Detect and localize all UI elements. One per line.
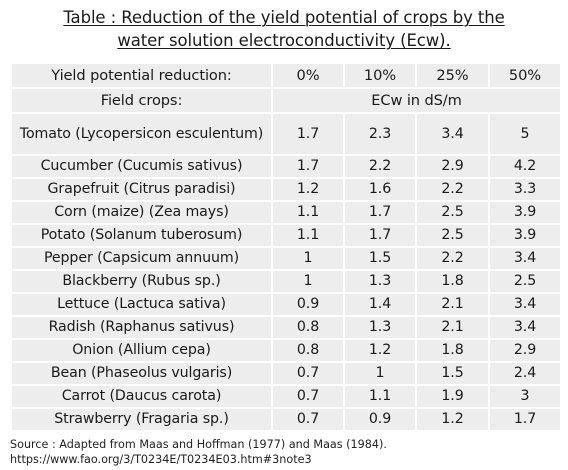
crop-name-cell: Lettuce (Lactuca sativa)	[10, 292, 273, 317]
value-25-percent-cell: 2.5	[415, 200, 490, 225]
value-50-percent-cell: 3.4	[488, 292, 562, 317]
table-row: Grapefruit (Citrus paradisi) 1.2 1.6 2.2 3.3	[10, 177, 562, 202]
value-10-percent-cell: 1.7	[343, 223, 417, 248]
table-row: Blackberry (Rubus sp.) 1 1.3 1.8 2.5	[10, 269, 562, 294]
value-0-percent-cell: 1.2	[271, 177, 345, 202]
value-25-percent-cell: 1.5	[415, 361, 490, 386]
value-25-percent-cell: 2.5	[415, 223, 490, 248]
title-line-1: Table : Reduction of the yield potential…	[63, 8, 505, 27]
value-10-percent-cell: 1.5	[343, 246, 417, 271]
table-row: Lettuce (Lactuca sativa) 0.9 1.4 2.1 3.4	[10, 292, 562, 317]
subheader-field-crops: Field crops:	[10, 87, 273, 114]
table-row: Bean (Phaseolus vulgaris) 0.7 1 1.5 2.4	[10, 361, 562, 386]
title-line-2: water solution electroconductivity (Ecw)…	[117, 31, 451, 50]
value-10-percent-cell: 2.3	[343, 112, 417, 156]
value-50-percent-cell: 3.9	[488, 223, 562, 248]
value-50-percent-cell: 3.9	[488, 200, 562, 225]
value-0-percent-cell: 0.7	[271, 384, 345, 409]
value-25-percent-cell: 2.1	[415, 292, 490, 317]
table-row: Onion (Allium cepa) 0.8 1.2 1.8 2.9	[10, 338, 562, 363]
crop-name-cell: Grapefruit (Citrus paradisi)	[10, 177, 273, 202]
value-0-percent-cell: 0.8	[271, 315, 345, 340]
crop-name-cell: Corn (maize) (Zea mays)	[10, 200, 273, 225]
value-50-percent-cell: 1.7	[488, 407, 562, 432]
crop-name-cell: Strawberry (Fragaria sp.)	[10, 407, 273, 432]
crop-name-cell: Pepper (Capsicum annuum)	[10, 246, 273, 271]
value-0-percent-cell: 1.1	[271, 223, 345, 248]
table-body: Tomato (Lycopersicon esculentum) 1.7 2.3 3.…	[10, 112, 562, 432]
table-subheader-row: Field crops: ECw in dS/m	[10, 87, 562, 114]
value-10-percent-cell: 1.7	[343, 200, 417, 225]
value-50-percent-cell: 4.2	[488, 154, 562, 179]
value-25-percent-cell: 2.9	[415, 154, 490, 179]
value-50-percent-cell: 3.4	[488, 315, 562, 340]
table-row: Corn (maize) (Zea mays) 1.1 1.7 2.5 3.9	[10, 200, 562, 225]
value-50-percent-cell: 3.3	[488, 177, 562, 202]
value-0-percent-cell: 1.7	[271, 112, 345, 156]
source-url: https://www.fao.org/3/T0234E/T0234E03.ht…	[10, 453, 312, 466]
crop-name-cell: Carrot (Daucus carota)	[10, 384, 273, 409]
value-0-percent-cell: 0.9	[271, 292, 345, 317]
table-row: Tomato (Lycopersicon esculentum) 1.7 2.3 3.…	[10, 112, 562, 156]
table-title: Table : Reduction of the yield potential…	[0, 6, 568, 52]
value-50-percent-cell: 2.9	[488, 338, 562, 363]
header-10-percent: 10%	[343, 62, 417, 89]
crop-name-cell: Bean (Phaseolus vulgaris)	[10, 361, 273, 386]
value-0-percent-cell: 0.8	[271, 338, 345, 363]
value-0-percent-cell: 1.7	[271, 154, 345, 179]
table-row: Potato (Solanum tuberosum) 1.1 1.7 2.5 3.9	[10, 223, 562, 248]
value-50-percent-cell: 2.5	[488, 269, 562, 294]
value-10-percent-cell: 1.2	[343, 338, 417, 363]
value-10-percent-cell: 1	[343, 361, 417, 386]
table-row: Cucumber (Cucumis sativus) 1.7 2.2 2.9 4.2	[10, 154, 562, 179]
salinity-tolerance-table: Yield potential reduction: 0% 10% 25% 50…	[10, 62, 562, 432]
crop-name-cell: Radish (Raphanus sativus)	[10, 315, 273, 340]
crop-name-cell: Onion (Allium cepa)	[10, 338, 273, 363]
value-10-percent-cell: 1.4	[343, 292, 417, 317]
table-row: Radish (Raphanus sativus) 0.8 1.3 2.1 3.4	[10, 315, 562, 340]
value-10-percent-cell: 1.1	[343, 384, 417, 409]
value-10-percent-cell: 0.9	[343, 407, 417, 432]
source-citation: Source : Adapted from Maas and Hoffman (…	[10, 438, 387, 451]
header-yield-reduction: Yield potential reduction:	[10, 62, 273, 89]
table-header-row: Yield potential reduction: 0% 10% 25% 50…	[10, 62, 562, 89]
crop-name-cell: Blackberry (Rubus sp.)	[10, 269, 273, 294]
header-50-percent: 50%	[488, 62, 562, 89]
value-25-percent-cell: 1.2	[415, 407, 490, 432]
value-0-percent-cell: 1	[271, 246, 345, 271]
subheader-unit: ECw in dS/m	[271, 87, 562, 114]
crop-name-cell: Cucumber (Cucumis sativus)	[10, 154, 273, 179]
value-0-percent-cell: 0.7	[271, 361, 345, 386]
value-10-percent-cell: 1.6	[343, 177, 417, 202]
value-25-percent-cell: 1.8	[415, 269, 490, 294]
value-50-percent-cell: 3	[488, 384, 562, 409]
header-0-percent: 0%	[271, 62, 345, 89]
crop-name-cell: Potato (Solanum tuberosum)	[10, 223, 273, 248]
table-row: Pepper (Capsicum annuum) 1 1.5 2.2 3.4	[10, 246, 562, 271]
value-25-percent-cell: 1.9	[415, 384, 490, 409]
value-10-percent-cell: 1.3	[343, 269, 417, 294]
value-50-percent-cell: 5	[488, 112, 562, 156]
value-0-percent-cell: 1.1	[271, 200, 345, 225]
value-10-percent-cell: 2.2	[343, 154, 417, 179]
value-25-percent-cell: 3.4	[415, 112, 490, 156]
value-25-percent-cell: 2.1	[415, 315, 490, 340]
value-10-percent-cell: 1.3	[343, 315, 417, 340]
source-note: Source : Adapted from Maas and Hoffman (…	[10, 437, 387, 467]
value-25-percent-cell: 2.2	[415, 246, 490, 271]
value-50-percent-cell: 3.4	[488, 246, 562, 271]
crop-name-cell: Tomato (Lycopersicon esculentum)	[10, 112, 273, 156]
value-50-percent-cell: 2.4	[488, 361, 562, 386]
table-row: Strawberry (Fragaria sp.) 0.7 0.9 1.2 1.7	[10, 407, 562, 432]
value-0-percent-cell: 1	[271, 269, 345, 294]
value-25-percent-cell: 1.8	[415, 338, 490, 363]
value-0-percent-cell: 0.7	[271, 407, 345, 432]
table-row: Carrot (Daucus carota) 0.7 1.1 1.9 3	[10, 384, 562, 409]
value-25-percent-cell: 2.2	[415, 177, 490, 202]
header-25-percent: 25%	[415, 62, 490, 89]
